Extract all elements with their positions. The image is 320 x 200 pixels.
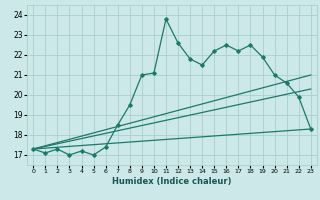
X-axis label: Humidex (Indice chaleur): Humidex (Indice chaleur) [112,177,232,186]
